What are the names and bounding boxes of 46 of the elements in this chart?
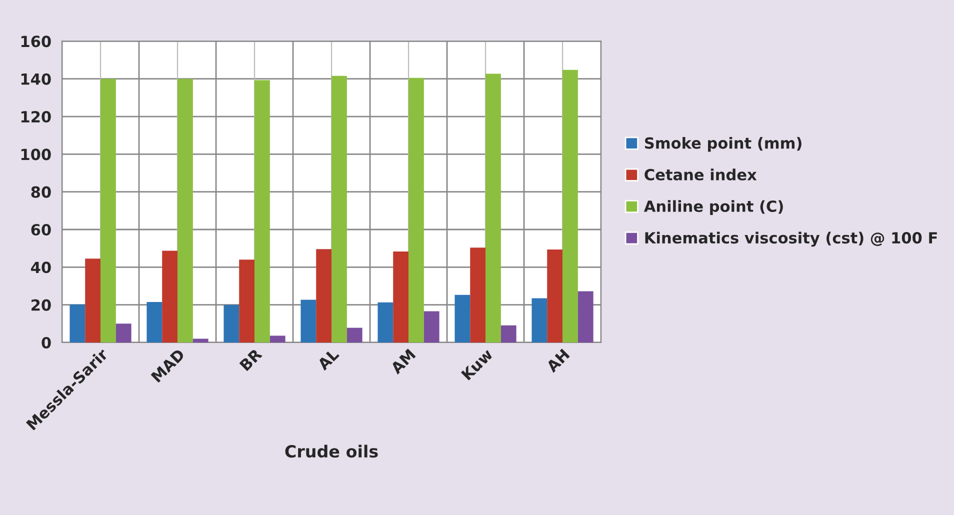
bar bbox=[300, 300, 316, 342]
y-tick-label: 160 bbox=[21, 36, 51, 48]
bar bbox=[578, 291, 594, 342]
bar bbox=[316, 249, 332, 342]
bar bbox=[178, 78, 193, 342]
legend-label: Smoke point (mm) bbox=[644, 136, 802, 152]
bar bbox=[500, 325, 516, 342]
bar bbox=[547, 249, 563, 342]
bar bbox=[224, 304, 240, 342]
bar bbox=[424, 311, 440, 342]
y-tick-label: 60 bbox=[31, 224, 51, 236]
y-tick-label: 20 bbox=[32, 299, 51, 311]
bar bbox=[254, 80, 270, 342]
bar bbox=[408, 78, 424, 342]
x-tick-label: BR bbox=[239, 348, 263, 372]
bar bbox=[393, 252, 409, 342]
bar bbox=[116, 324, 132, 342]
bar bbox=[332, 76, 347, 342]
bar bbox=[146, 302, 162, 342]
bar bbox=[454, 294, 470, 342]
y-tick-label: 120 bbox=[21, 110, 51, 123]
legend-label: Cetane index bbox=[644, 168, 757, 180]
bar bbox=[239, 260, 255, 342]
bar bbox=[346, 328, 362, 342]
bar bbox=[532, 298, 548, 342]
bar bbox=[192, 338, 208, 342]
legend-label: Kinematics viscosity (cst) @ 100 F bbox=[645, 232, 937, 247]
y-tick-label: 100 bbox=[21, 148, 51, 160]
bar bbox=[162, 250, 178, 342]
bar bbox=[270, 336, 286, 342]
y-tick-label: 80 bbox=[31, 186, 51, 198]
bar bbox=[470, 248, 486, 342]
bar bbox=[562, 70, 578, 342]
bar bbox=[70, 304, 86, 342]
y-tick-label: 40 bbox=[31, 262, 51, 274]
bar bbox=[85, 258, 101, 342]
x-tick-label: AL bbox=[316, 348, 340, 371]
x-axis-title: Crude oils bbox=[285, 444, 378, 458]
legend-label: Aniline point (C) bbox=[644, 200, 783, 215]
y-tick-label: 0 bbox=[42, 336, 51, 348]
y-tick-label: 140 bbox=[21, 73, 51, 85]
bar bbox=[486, 74, 501, 342]
bar bbox=[100, 78, 116, 342]
bar bbox=[378, 302, 394, 342]
x-tick-label: AM bbox=[390, 348, 416, 375]
x-tick-label: AH bbox=[546, 348, 570, 373]
